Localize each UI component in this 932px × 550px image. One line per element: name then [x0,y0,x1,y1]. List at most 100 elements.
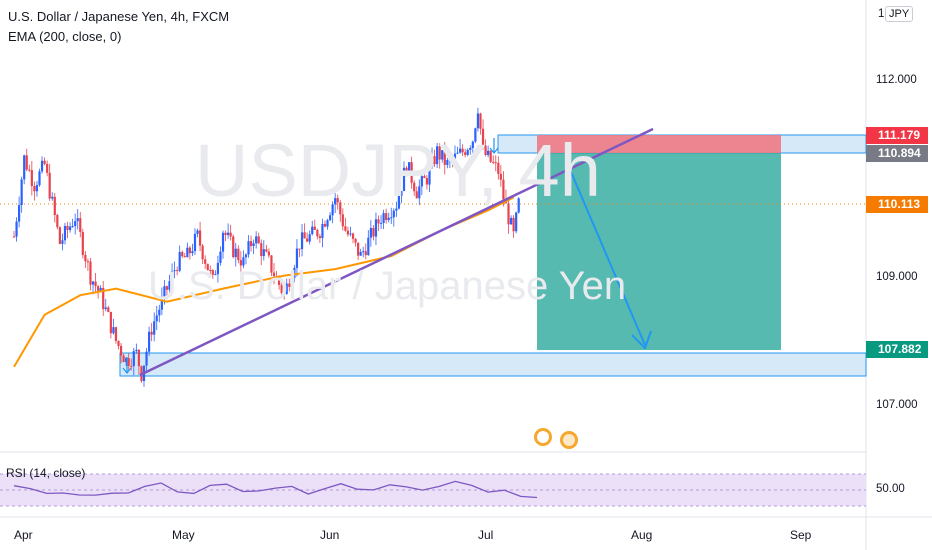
candle-body [76,218,79,222]
candle-body [17,205,21,222]
candle-body [316,229,319,237]
candle-body [359,251,362,256]
candle-body [58,227,61,244]
candle-body [446,160,449,165]
candle-body [497,162,500,174]
candle-body [290,278,293,287]
candle-body [150,331,153,335]
candle-body [321,223,324,239]
current-price-badge: 110.113 [866,196,928,213]
candle-body [374,219,378,237]
price-axis-top-label: 1 [878,8,885,20]
candle-body [239,260,242,266]
candle-body [30,170,33,187]
ascending-trendline[interactable] [139,127,654,377]
candle-body [272,272,276,277]
candle-body [415,191,418,199]
candle-body [306,238,309,242]
rsi-legend[interactable]: RSI (14, close) [6,466,86,480]
candle-body [336,198,339,203]
candle-body [265,249,268,252]
candle-body [198,230,202,246]
candle-body [68,226,72,231]
take-profit-area[interactable] [537,153,781,350]
price-label-107: 107.000 [876,399,918,411]
candle-body [423,176,426,179]
candle-body [466,149,469,155]
candle-body [308,234,311,242]
candle-body [357,242,360,256]
candle-body [91,281,95,285]
candle-body [97,286,100,291]
candle-body [433,156,436,165]
candle-body [61,240,64,244]
economic-event-icons[interactable] [534,428,578,449]
time-label-aug: Aug [631,528,653,542]
candle-body [262,249,265,257]
ema-200-line[interactable] [13,196,515,368]
candle-body [385,213,388,221]
candle-body [293,267,296,279]
candle-body [288,283,291,287]
candle-body [191,251,194,254]
candle-body [277,276,281,285]
candle-body [413,182,416,192]
candle-body [168,281,171,290]
price-label-109: 109.000 [876,271,918,283]
candle-body [196,230,199,234]
candle-body [349,233,352,235]
candle-body [53,196,56,216]
candle-body [56,215,59,228]
candle-body [492,161,495,163]
candle-body [25,155,28,170]
candle-body [507,203,510,225]
candle-body [99,287,102,291]
candle-body [114,327,118,341]
candle-body [23,155,26,180]
candle-body [66,225,69,231]
support-zone[interactable] [119,352,867,377]
time-label-jun: Jun [320,528,340,542]
candlestick-series [12,107,520,387]
candle-body [436,146,439,165]
candle-body [471,141,474,149]
candle-body [390,217,393,219]
candle-body [176,270,179,272]
currency-symbol-badge[interactable]: JPY [885,6,914,22]
candle-body [79,218,82,232]
candle-body [221,232,225,252]
candle-body [405,167,408,174]
candle-body [63,225,67,241]
candle-body [285,283,288,294]
candle-body [512,217,515,232]
candle-body [362,251,365,253]
candle-body [188,247,191,254]
candle-body [369,227,372,238]
candle-body [479,113,482,129]
candle-body [20,179,23,206]
candle-body [135,349,138,352]
rsi-axis-label: 50.00 [876,483,905,495]
candle-body [232,236,235,258]
candle-body [382,213,385,223]
candle-body [407,162,411,174]
candle-body [484,145,487,155]
rsi-line[interactable] [13,480,538,499]
candle-body [346,230,350,235]
candle-body [15,221,18,237]
candle-body [170,271,174,282]
resistance-marker-icon [489,138,499,154]
time-label-sep: Sep [790,528,812,542]
target-price-badge: 107.882 [866,341,928,358]
stop-loss-area[interactable] [537,135,781,153]
projection-arrow[interactable] [570,171,652,350]
candle-body [298,248,301,250]
price-label-112: 112.000 [876,74,917,86]
candle-body [487,150,490,155]
candle-body [201,245,204,260]
ema-legend[interactable]: EMA (200, close, 0) [8,29,122,44]
candle-body [145,351,148,366]
candle-body [227,232,230,235]
candle-body [438,146,441,160]
